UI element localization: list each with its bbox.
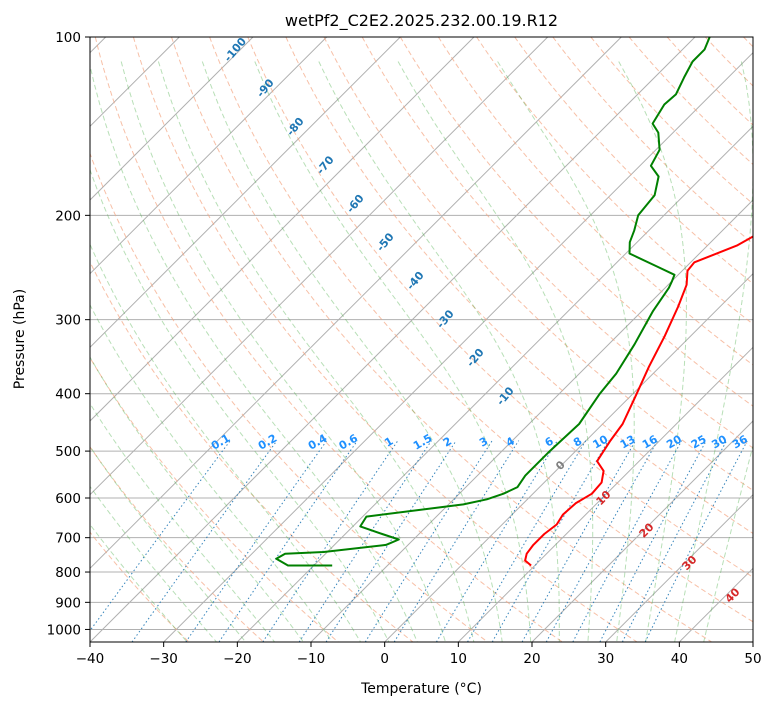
dry-adiabat [90, 152, 488, 642]
isotherm-gridline [163, 51, 753, 642]
mixing-ratio-line [491, 440, 609, 642]
y-axis-title: Pressure (hPa) [12, 289, 28, 389]
chart-title: wetPf2_C2E2.2025.232.00.19.R12 [285, 11, 558, 31]
moist-adiabat [201, 61, 503, 642]
moist-adiabat [90, 523, 188, 642]
dry-adiabat [628, 37, 753, 166]
y-tick-label: 900 [55, 595, 81, 611]
dewpoint-profile-line [275, 37, 711, 567]
mixing-ratio-line [325, 440, 457, 642]
dry-adiabat [247, 37, 753, 578]
moist-adiabat [157, 61, 475, 642]
dry-adiabat [90, 446, 264, 642]
y-tick-label: 800 [55, 565, 81, 581]
isotherm-gridline [384, 272, 753, 642]
dry-adiabat [94, 37, 563, 642]
y-tick-label: 600 [55, 491, 81, 507]
mixing-ratio-line [572, 440, 683, 642]
moist-adiabat [90, 243, 362, 642]
moist-adiabat [318, 61, 560, 642]
y-tick-label: 700 [55, 531, 81, 547]
x-axis-title: Temperature (°C) [360, 681, 482, 697]
isotherm-gridline [90, 37, 328, 275]
isotherm-gridline [531, 420, 753, 642]
moist-adiabat [397, 61, 594, 642]
moist-adiabat [90, 63, 418, 642]
dry-adiabat [552, 37, 753, 245]
dry-adiabat [323, 37, 753, 491]
x-tick-label: 10 [450, 651, 467, 667]
mixing-ratio-line [521, 440, 637, 642]
y-tick-label: 200 [55, 208, 81, 224]
profile-series [275, 37, 753, 567]
dry-adiabat [361, 37, 753, 449]
dry-adiabat [209, 37, 753, 623]
x-tick-label: −40 [76, 651, 105, 667]
isotherm-gridline [90, 37, 696, 642]
plot-frame [89, 36, 754, 643]
x-tick-label: 20 [523, 651, 540, 667]
isotherm-gridline [90, 37, 475, 422]
y-tick-label: 100 [55, 30, 81, 46]
isotherm-gridline [90, 37, 549, 496]
x-tick-label: −30 [149, 651, 178, 667]
moist-adiabat [90, 303, 333, 642]
y-tick-label: 500 [55, 444, 81, 460]
mixing-ratio-line [467, 440, 587, 642]
dry-adiabat [90, 260, 414, 642]
moist-adiabat [674, 61, 753, 642]
dry-adiabat [399, 37, 753, 407]
mixing-ratio-line [262, 440, 399, 642]
dry-adiabat [285, 37, 753, 535]
moist-adiabat [254, 61, 532, 642]
mixing-ratio-line [185, 440, 328, 642]
dry-adiabat [437, 37, 753, 366]
x-tick-label: −10 [297, 651, 326, 667]
x-tick-label: 50 [744, 651, 761, 667]
moist-adiabat [90, 168, 390, 642]
temperature-profile-line [524, 235, 753, 567]
isotherm-gridline [90, 37, 401, 349]
dry-adiabat [132, 37, 638, 642]
background-lines [90, 37, 753, 642]
mixing-ratio-line [90, 440, 231, 632]
moist-adiabat [90, 445, 247, 642]
mixing-ratio-line [131, 440, 278, 642]
moist-adiabat [90, 402, 275, 642]
mixing-ratio-line [364, 440, 493, 642]
x-tick-label: 0 [380, 651, 389, 667]
dry-adiabat [171, 37, 712, 642]
x-tick-label: 30 [597, 651, 614, 667]
x-tick-label: 40 [671, 651, 688, 667]
mixing-ratio-line [435, 440, 558, 642]
isotherm-gridline [605, 493, 753, 642]
x-tick-label: −20 [223, 651, 252, 667]
y-tick-label: 300 [55, 313, 81, 329]
y-tick-label: 400 [55, 387, 81, 403]
mixing-ratio-line [545, 440, 659, 642]
mixing-ratio-line [393, 440, 520, 642]
dry-adiabat [514, 37, 753, 285]
axes: −40 −30 −20 −10 0 10 20 30 40 50 100 200 300 400 500 60… [47, 30, 762, 667]
plot-background [90, 37, 753, 642]
y-tick-label: 1000 [47, 622, 81, 638]
isotherm-gridline [90, 37, 254, 201]
isotherm-gridline [236, 125, 753, 642]
mixing-ratio-line [644, 440, 748, 642]
isotherm-gridline [457, 346, 753, 642]
isotherm-gridline [752, 641, 753, 642]
moist-adiabat [497, 61, 635, 642]
mixing-ratio-line [298, 440, 432, 642]
moist-adiabat [120, 61, 446, 642]
isotherm-gridline [90, 37, 622, 570]
